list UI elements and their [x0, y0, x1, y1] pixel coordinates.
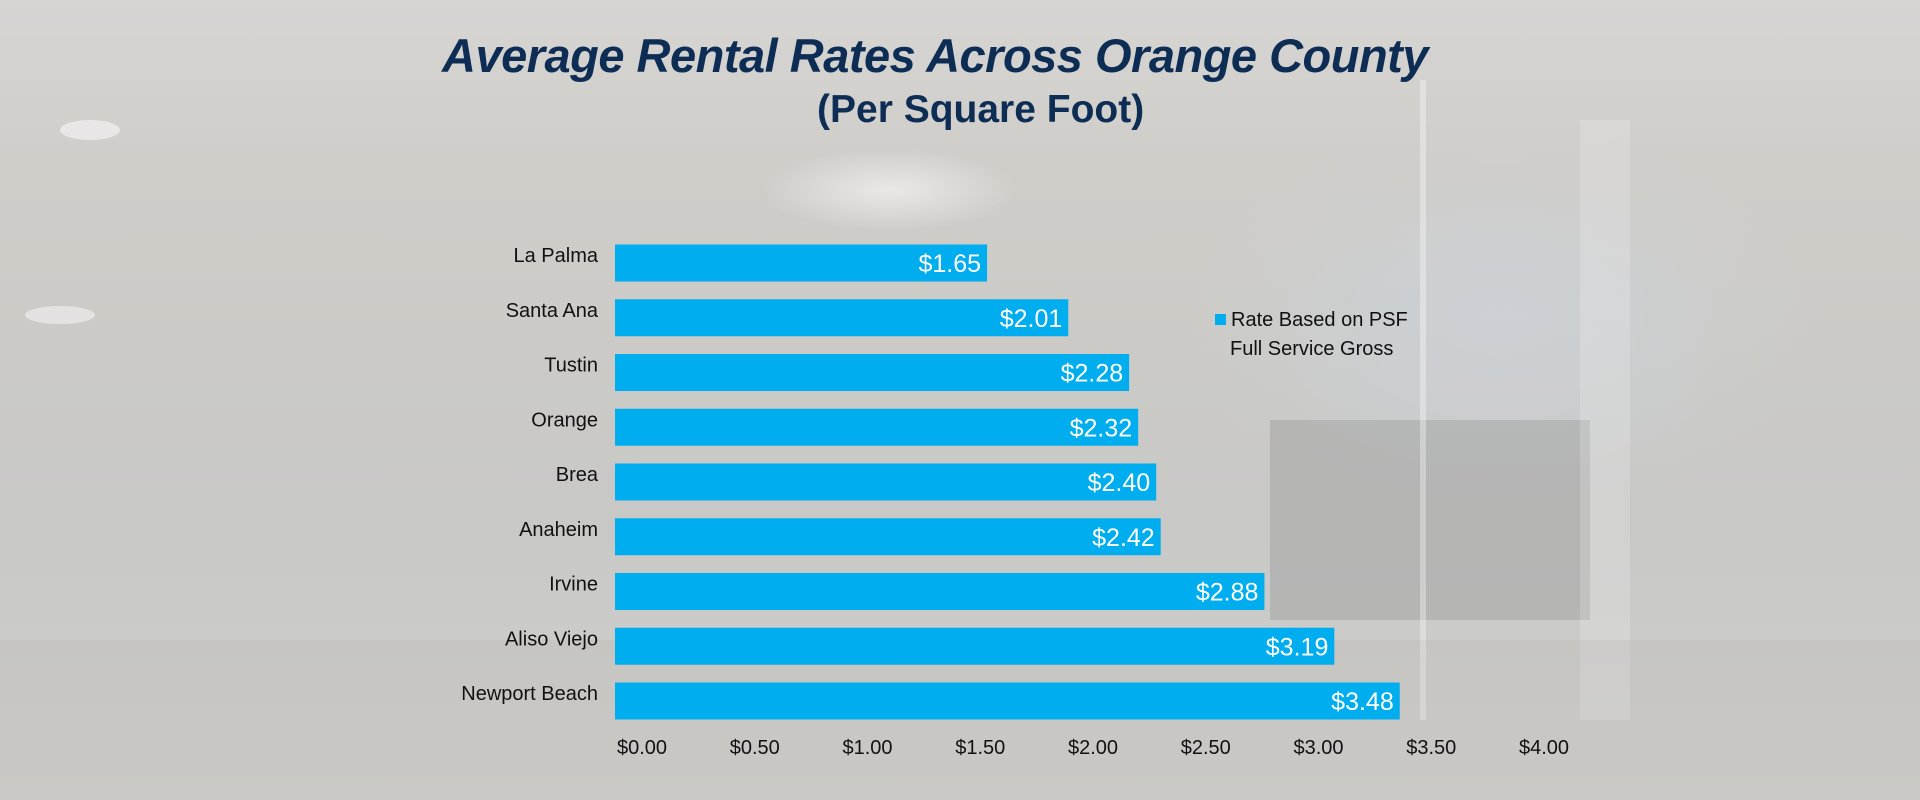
bar-brea	[615, 463, 1157, 501]
bar-aliso-viejo	[615, 627, 1335, 665]
value-label: $3.48	[1331, 688, 1394, 716]
chart-subtitle: (Per Square Foot)	[817, 88, 1145, 131]
category-label: Irvine	[549, 574, 598, 596]
background-pillar	[1420, 80, 1426, 720]
legend-label-line2: Full Service Gross	[1230, 338, 1394, 360]
bar-la-palma	[615, 244, 988, 282]
value-label: $1.65	[919, 250, 982, 278]
category-label: Anaheim	[519, 519, 598, 541]
x-tick-label: $0.50	[730, 737, 780, 759]
x-tick-label: $0.00	[617, 737, 667, 759]
value-label: $2.01	[1000, 305, 1063, 333]
category-label: Newport Beach	[461, 683, 598, 705]
x-tick-label: $2.00	[1068, 737, 1118, 759]
x-tick-label: $2.50	[1181, 737, 1231, 759]
x-tick-label: $1.00	[842, 737, 892, 759]
bar-santa-ana	[615, 299, 1069, 337]
value-label: $2.40	[1088, 469, 1151, 497]
x-tick-label: $1.50	[955, 737, 1005, 759]
bar-anaheim	[615, 518, 1161, 556]
background-window	[1270, 420, 1590, 620]
legend-swatch	[1215, 314, 1226, 325]
value-label: $2.88	[1196, 579, 1259, 607]
category-label: Brea	[556, 464, 599, 486]
background-floor	[0, 640, 1920, 800]
x-tick-label: $4.00	[1519, 737, 1569, 759]
chart-legend: Rate Based on PSF Full Service Gross	[1215, 306, 1408, 364]
category-label: Tustin	[544, 355, 598, 377]
value-label: $2.32	[1070, 414, 1133, 442]
value-label: $2.42	[1092, 524, 1155, 552]
x-tick-label: $3.00	[1293, 737, 1343, 759]
background-light	[25, 306, 95, 324]
bar-orange	[615, 408, 1139, 446]
background-light	[60, 120, 120, 140]
value-label: $2.28	[1061, 360, 1124, 388]
background-pillar	[1580, 120, 1630, 720]
category-label: Orange	[531, 409, 598, 431]
legend-label-line1: Rate Based on PSF	[1231, 309, 1408, 331]
bar-newport-beach	[615, 682, 1400, 720]
legend-entry: Rate Based on PSF	[1215, 306, 1408, 335]
bar-tustin	[615, 354, 1130, 391]
x-tick-label: $3.50	[1406, 737, 1456, 759]
category-label: Aliso Viejo	[505, 628, 598, 650]
value-label: $3.19	[1266, 633, 1329, 661]
category-label: Santa Ana	[506, 300, 599, 322]
bar-irvine	[615, 573, 1265, 610]
category-label: La Palma	[514, 245, 599, 267]
chart-title: Average Rental Rates Across Orange Count…	[442, 29, 1428, 82]
